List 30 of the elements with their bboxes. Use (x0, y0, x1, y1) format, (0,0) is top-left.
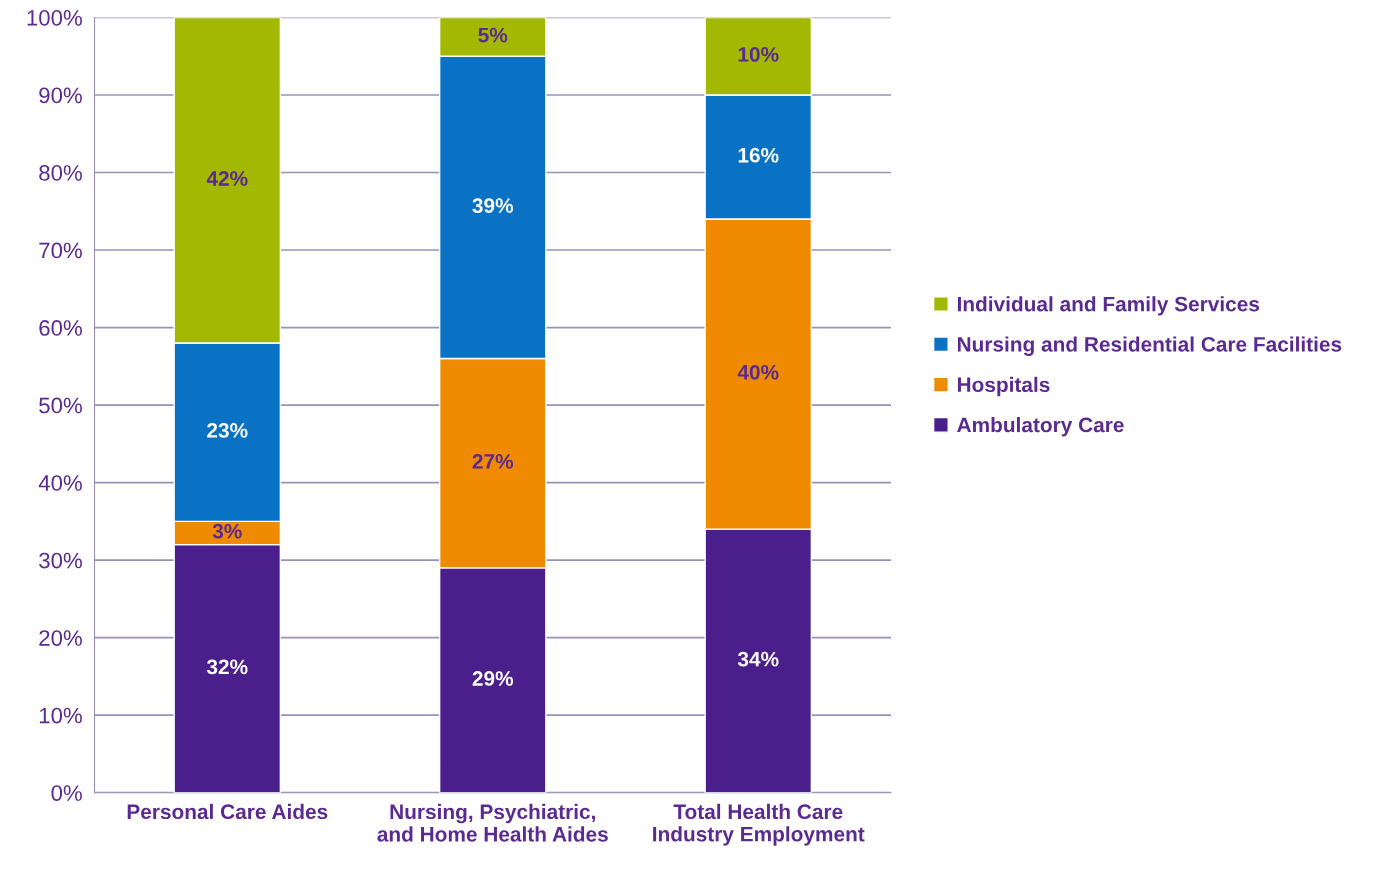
y-tick-label: 70% (39, 242, 82, 259)
x-tick-label: Nursing, Psychiatric, and Home Health Aides (377, 803, 608, 842)
x-tick-label: Total Health Care Industry Employment (653, 803, 865, 846)
legend-label: Ambulatory Care (957, 417, 1124, 437)
data-label: 3% (212, 523, 242, 539)
data-label: 32% (206, 659, 248, 675)
y-tick-label: 100% (27, 9, 82, 26)
data-label: 29% (472, 671, 514, 686)
y-tick-label: 0% (51, 785, 82, 801)
y-tick-label: 90% (39, 87, 82, 104)
y-tick-label: 40% (38, 475, 82, 491)
y-tick-label: 30% (39, 552, 82, 569)
data-label: 42% (206, 171, 248, 186)
legend-label: Individual and Family Services (957, 296, 1260, 316)
x-tick-label: Personal Care Aides (127, 803, 328, 820)
y-tick-label: 80% (39, 165, 82, 181)
data-label: 39% (472, 198, 514, 214)
legend-label: Nursing and Residential Care Facilities (957, 336, 1342, 356)
data-label: 40% (737, 364, 779, 380)
y-tick-label: 20% (39, 630, 82, 646)
y-tick-label: 50% (39, 397, 82, 414)
legend-label: Hospitals (957, 376, 1050, 397)
data-label: 5% (478, 27, 508, 43)
data-label: 10% (738, 47, 779, 62)
data-label: 23% (207, 423, 248, 438)
data-label: 34% (737, 651, 779, 667)
y-tick-label: 60% (39, 320, 82, 336)
data-label: 27% (472, 454, 514, 469)
y-tick-label: 10% (39, 707, 82, 724)
data-label: 16% (738, 147, 779, 163)
